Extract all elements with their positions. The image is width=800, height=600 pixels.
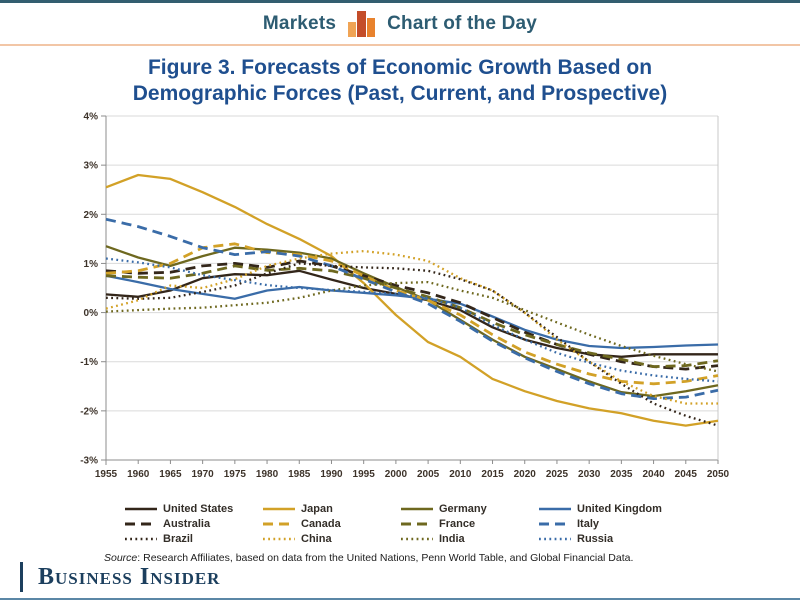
legend-label: France <box>439 518 476 531</box>
source-note: Source: Research Affiliates, based on da… <box>104 552 800 564</box>
legend-label: Australia <box>163 518 211 531</box>
x-tick-label: 2025 <box>546 469 569 480</box>
x-tick-label: 1955 <box>95 469 118 480</box>
x-tick-label: 2020 <box>514 469 537 480</box>
legend-label: Italy <box>577 518 600 531</box>
series-line-germany <box>105 245 719 398</box>
x-tick-label: 2000 <box>385 469 408 480</box>
x-tick-label: 2005 <box>417 469 440 480</box>
x-tick-label: 2010 <box>449 469 472 480</box>
chart-title-line1: Figure 3. Forecasts of Economic Growth B… <box>147 56 653 79</box>
chart-legend: United States Japan Germany United Kingdom A… <box>0 503 800 545</box>
series-line-france <box>105 264 719 369</box>
x-tick-label: 1990 <box>320 469 343 480</box>
legend-item-canada: Canada <box>262 518 400 530</box>
legend-label: United States <box>163 503 234 516</box>
footer-accent-bar <box>20 562 23 592</box>
legend-line-swatch <box>125 537 157 541</box>
legend-label: United Kingdom <box>577 503 662 516</box>
legend-label: Brazil <box>163 533 193 546</box>
y-tick-label: 3% <box>84 161 99 172</box>
x-tick-label: 1965 <box>159 469 182 480</box>
x-tick-label: 2045 <box>675 469 698 480</box>
bar-chart-icon <box>348 10 376 37</box>
x-tick-label: 1995 <box>353 469 376 480</box>
bar-chart-icon-bar <box>367 17 376 37</box>
legend-item-india: India <box>400 533 538 545</box>
x-tick-label: 1960 <box>127 469 150 480</box>
legend-item-russia: Russia <box>538 533 676 545</box>
x-tick-label: 2050 <box>707 469 730 480</box>
legend-line-swatch <box>125 522 157 526</box>
series-line-canada <box>105 242 719 386</box>
x-tick-label: 2040 <box>642 469 665 480</box>
header-section-label: Markets <box>262 12 337 34</box>
legend-item-germany: Germany <box>400 503 538 515</box>
legend-label: Russia <box>577 533 614 546</box>
legend-item-australia: Australia <box>124 518 262 530</box>
series-line-india <box>105 281 719 373</box>
legend-label: Canada <box>301 518 341 531</box>
legend-line-swatch <box>263 537 295 541</box>
y-tick-label: -3% <box>80 456 98 467</box>
legend-line-swatch <box>539 537 571 541</box>
x-tick-label: 2030 <box>578 469 601 480</box>
y-tick-label: 0% <box>84 308 99 319</box>
x-tick-label: 1980 <box>256 469 279 480</box>
y-tick-label: 4% <box>84 112 99 123</box>
bottom-border-bar <box>0 598 800 600</box>
y-tick-label: -2% <box>80 407 98 418</box>
chart-area: -3% -2% -1% 0% 1% 2% 3% 4% 1955 1960 1965 1970 1975 1… <box>70 108 730 501</box>
legend-item-france: France <box>400 518 538 530</box>
x-tick-label: 1970 <box>192 469 215 480</box>
business-insider-logo: Business Insider <box>38 563 221 590</box>
header-feature-label: Chart of the Day <box>387 12 538 34</box>
legend-label: India <box>439 533 465 546</box>
bar-chart-icon-bar <box>348 21 357 37</box>
source-text: : Research Affiliates, based on data fro… <box>137 552 634 565</box>
x-tick-label: 2035 <box>610 469 633 480</box>
series-line-italy <box>105 218 719 401</box>
series-line-united-kingdom <box>105 274 719 350</box>
bar-chart-icon-bar <box>357 10 367 37</box>
chart-title: Figure 3. Forecasts of Economic Growth B… <box>0 55 800 106</box>
y-tick-label: 1% <box>84 259 99 270</box>
legend-line-swatch <box>263 522 295 526</box>
legend-item-japan: Japan <box>262 503 400 515</box>
series-line-brazil <box>105 262 719 427</box>
legend-item-brazil: Brazil <box>124 533 262 545</box>
legend-line-swatch <box>401 522 433 526</box>
chart-title-line2: Demographic Forces (Past, Current, and P… <box>132 81 668 105</box>
y-tick-label: 2% <box>84 210 99 221</box>
y-tick-label: -1% <box>80 357 98 368</box>
legend-line-swatch <box>263 507 295 511</box>
legend-item-united-states: United States <box>124 503 262 515</box>
series-line-russia <box>105 257 719 383</box>
legend-line-swatch <box>539 507 571 511</box>
x-tick-label: 1985 <box>288 469 311 480</box>
legend-line-swatch <box>401 537 433 541</box>
legend-line-swatch <box>401 507 433 511</box>
legend-label: Japan <box>301 503 333 516</box>
x-tick-label: 1975 <box>224 469 247 480</box>
legend-item-italy: Italy <box>538 518 676 530</box>
legend-label: Germany <box>439 503 487 516</box>
legend-item-china: China <box>262 533 400 545</box>
x-tick-label: 2015 <box>481 469 504 480</box>
header: Markets Chart of the Day <box>0 3 800 44</box>
footer: Business Insider <box>20 562 220 592</box>
header-divider <box>0 44 800 46</box>
legend-label: China <box>301 533 332 546</box>
series-line-japan <box>105 174 719 427</box>
legend-item-united-kingdom: United Kingdom <box>538 503 676 515</box>
growth-chart-svg: -3% -2% -1% 0% 1% 2% 3% 4% 1955 1960 1965 1970 1975 1… <box>80 112 730 481</box>
series-line-australia <box>105 259 719 371</box>
legend-line-swatch <box>539 522 571 526</box>
source-prefix: Source <box>104 552 138 565</box>
top-border-bar <box>0 0 800 3</box>
legend-line-swatch <box>125 507 157 511</box>
